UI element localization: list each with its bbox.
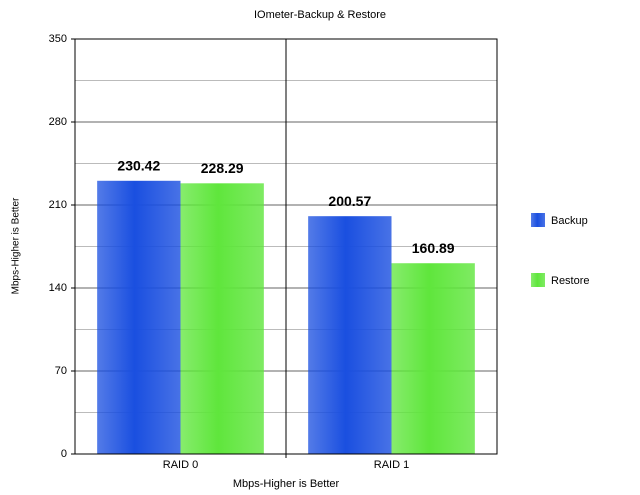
- x-tick-label: RAID 0: [163, 459, 198, 471]
- y-tick-label: 280: [49, 116, 67, 128]
- y-tick-label: 210: [49, 199, 67, 211]
- bar: [97, 180, 181, 454]
- legend-swatch: [531, 273, 545, 287]
- y-tick-label: 70: [55, 365, 67, 377]
- value-label: 230.42: [117, 157, 160, 173]
- chart-title: IOmeter-Backup & Restore: [254, 9, 386, 21]
- y-axis-label: Mbps-Higher is Better: [11, 197, 22, 294]
- value-label: 200.57: [328, 193, 371, 209]
- plot-border: [74, 38, 498, 455]
- y-tick-label: 0: [61, 448, 67, 460]
- legend-label: Restore: [551, 275, 590, 287]
- value-label: 228.29: [201, 160, 244, 176]
- value-label: 160.89: [412, 240, 455, 256]
- x-tick-label: RAID 1: [374, 459, 409, 471]
- y-tick-label: 350: [49, 33, 67, 45]
- bar: [180, 183, 264, 454]
- legend-swatch: [531, 213, 545, 227]
- legend-label: Backup: [551, 215, 588, 227]
- y-tick-label: 140: [49, 282, 67, 294]
- bar: [308, 216, 392, 454]
- bar: [391, 263, 475, 454]
- x-axis-label: Mbps-Higher is Better: [233, 478, 340, 490]
